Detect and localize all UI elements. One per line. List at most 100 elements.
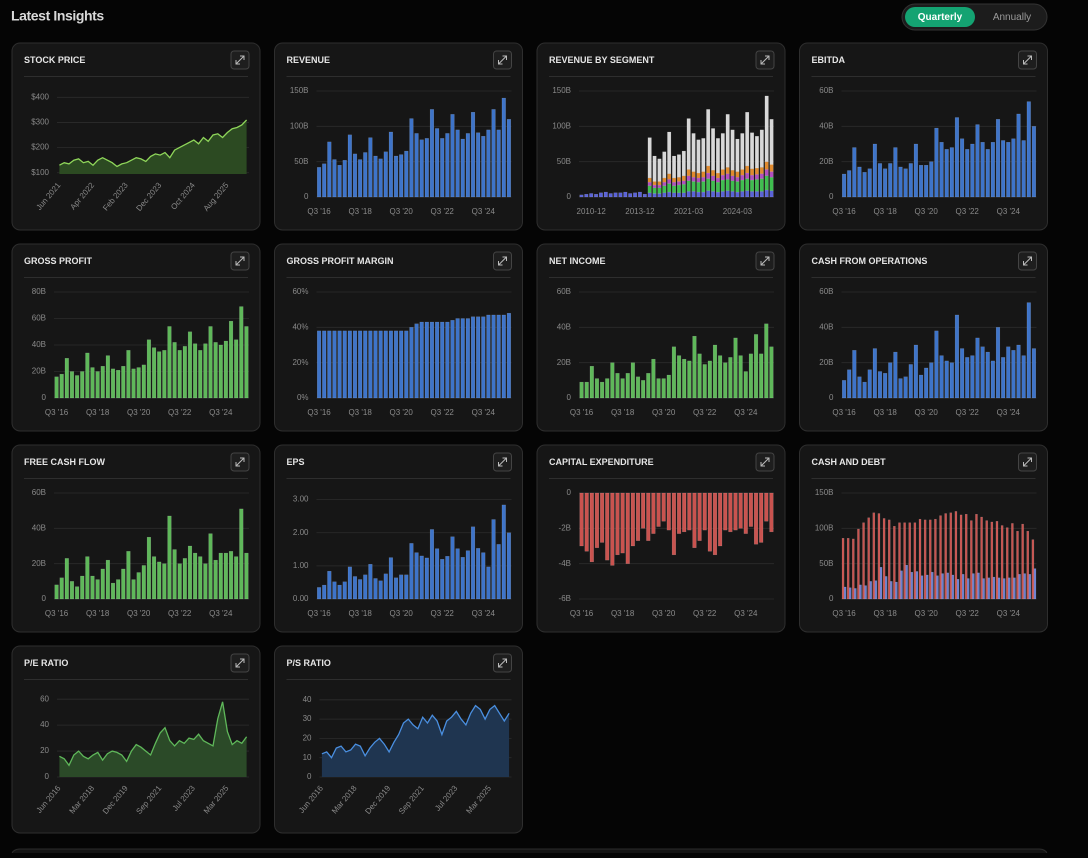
bar xyxy=(506,313,511,399)
bar xyxy=(696,139,701,174)
bar xyxy=(706,109,711,167)
bar xyxy=(857,528,860,600)
bar xyxy=(720,191,725,198)
y-tick-label: 60% xyxy=(292,287,308,296)
bar xyxy=(615,492,620,556)
area-fill xyxy=(59,119,247,174)
bar xyxy=(414,133,419,198)
bar xyxy=(409,543,414,600)
card-title: FREE CASH FLOW xyxy=(24,457,106,467)
bar xyxy=(476,548,481,600)
bar xyxy=(213,559,218,600)
bar xyxy=(69,371,75,399)
y-tick-label: 20B xyxy=(819,157,833,166)
bar xyxy=(735,177,740,182)
expand-icon xyxy=(235,457,245,467)
bar xyxy=(954,511,958,600)
bar xyxy=(964,514,968,600)
bar xyxy=(867,517,870,600)
bar xyxy=(893,526,896,600)
bar xyxy=(847,369,852,399)
bar xyxy=(409,118,414,198)
bar xyxy=(995,119,1001,198)
bar xyxy=(764,323,769,399)
y-tick-label: $300 xyxy=(31,118,49,127)
expand-icon xyxy=(760,55,770,65)
bar xyxy=(681,180,686,185)
bar xyxy=(696,177,701,183)
expand-icon xyxy=(1023,256,1032,266)
card xyxy=(274,42,523,231)
bar xyxy=(373,578,378,600)
card xyxy=(274,243,523,432)
bar xyxy=(975,337,980,399)
bar xyxy=(918,164,924,198)
bar xyxy=(152,347,157,399)
expand-icon xyxy=(235,256,245,266)
bar xyxy=(647,185,652,193)
bar xyxy=(929,362,934,399)
card xyxy=(536,243,786,432)
y-tick-label: 20% xyxy=(292,358,308,367)
bar xyxy=(399,330,404,399)
bar xyxy=(75,586,80,600)
bar xyxy=(652,184,657,189)
bar xyxy=(754,136,759,169)
bar xyxy=(1021,523,1024,600)
bar xyxy=(116,369,121,399)
bar xyxy=(681,175,686,181)
x-tick-label: Q3 '16 xyxy=(832,408,856,417)
bar xyxy=(672,181,677,186)
bar xyxy=(980,346,985,399)
bar xyxy=(691,181,696,192)
bar xyxy=(743,492,748,534)
bar xyxy=(1006,527,1009,600)
bar xyxy=(702,492,707,531)
bar xyxy=(1016,113,1021,198)
bar xyxy=(157,351,162,399)
bar xyxy=(613,192,618,198)
bar xyxy=(769,164,774,172)
bar xyxy=(720,179,725,192)
bar xyxy=(322,330,327,399)
bar xyxy=(620,378,625,399)
x-tick-label: Q3 '18 xyxy=(873,609,897,618)
bar xyxy=(965,149,970,198)
bar xyxy=(610,362,615,399)
bar xyxy=(715,181,720,193)
bar xyxy=(750,174,755,181)
bar xyxy=(1008,577,1011,600)
bar xyxy=(327,141,332,198)
bar xyxy=(1011,138,1016,198)
bar xyxy=(913,522,917,600)
bar xyxy=(358,330,363,399)
bar xyxy=(681,184,686,193)
toggle-option[interactable]: Annually xyxy=(993,12,1031,23)
bar xyxy=(167,326,172,399)
bar xyxy=(652,193,657,198)
expand-icon xyxy=(760,457,770,467)
bar xyxy=(748,353,753,399)
y-tick-label: 20B xyxy=(557,358,571,367)
bar xyxy=(234,339,239,399)
bar xyxy=(857,376,862,399)
bar xyxy=(929,519,932,600)
bar xyxy=(662,177,667,183)
bar xyxy=(64,558,69,600)
bar xyxy=(1026,101,1031,198)
bar xyxy=(874,580,878,600)
bar xyxy=(352,576,358,600)
bar xyxy=(465,550,470,600)
bar xyxy=(890,581,893,600)
x-tick-label: Q3 '24 xyxy=(997,609,1021,618)
x-tick-label: Q3 '16 xyxy=(832,609,856,618)
toggle-option[interactable]: Quarterly xyxy=(918,12,963,23)
bar xyxy=(388,330,393,399)
bar xyxy=(1018,574,1021,600)
bar xyxy=(769,190,774,198)
bar xyxy=(949,512,953,600)
bar xyxy=(662,151,667,179)
bar xyxy=(657,181,662,186)
toggle-active[interactable] xyxy=(905,7,975,27)
bar xyxy=(647,137,652,179)
